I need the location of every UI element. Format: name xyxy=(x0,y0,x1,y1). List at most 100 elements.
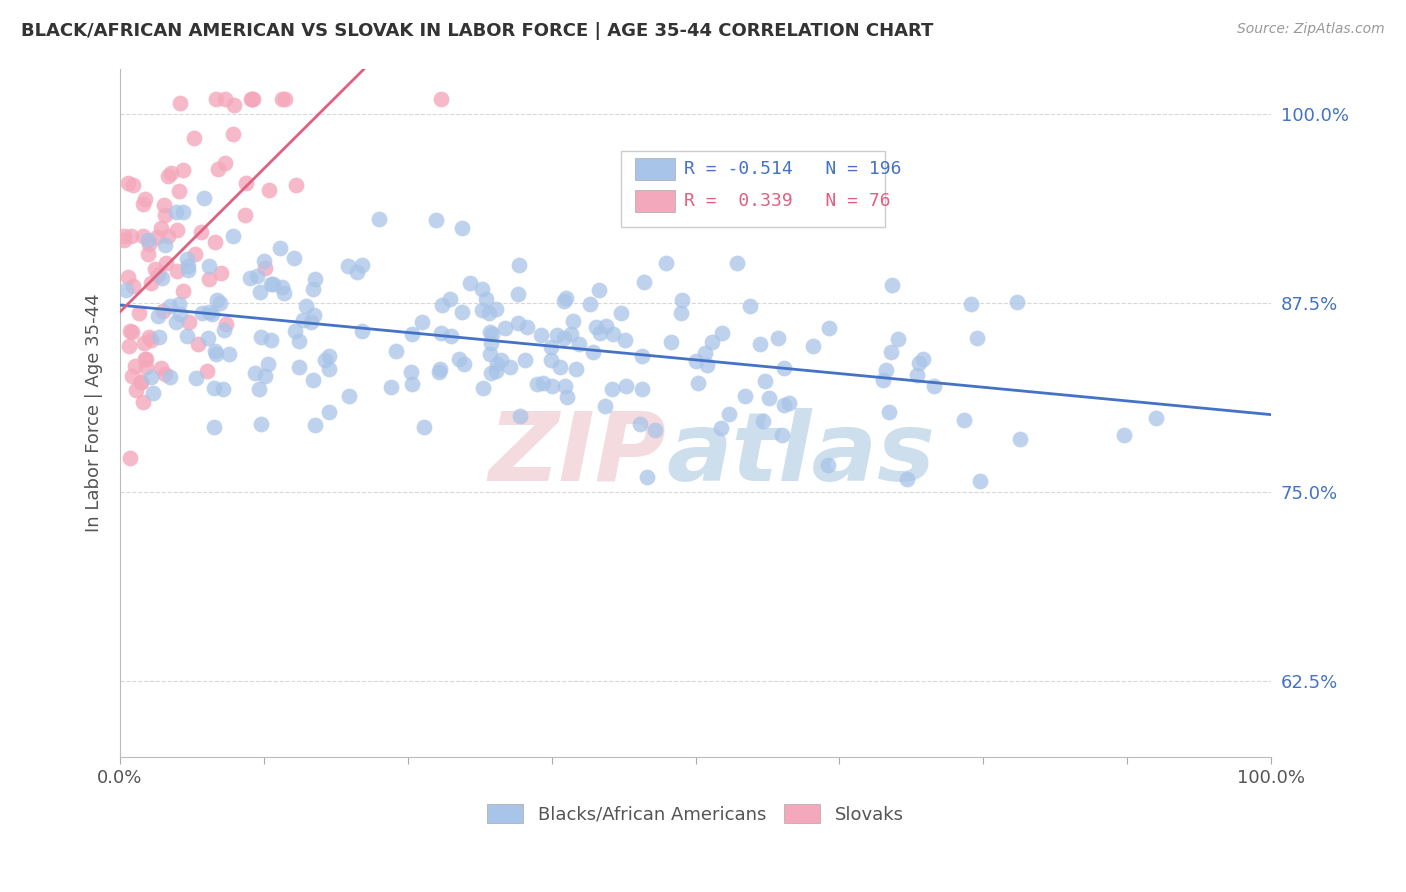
Point xyxy=(911,352,934,367)
Point xyxy=(295,299,318,313)
Point xyxy=(257,183,280,197)
Point xyxy=(411,315,433,329)
Point xyxy=(412,419,434,434)
Point xyxy=(875,363,897,377)
Point xyxy=(399,365,422,379)
Point xyxy=(384,343,406,358)
Point xyxy=(578,297,600,311)
Point xyxy=(271,279,294,293)
Point xyxy=(253,254,276,268)
Point xyxy=(458,277,481,291)
Point xyxy=(430,326,453,340)
Point xyxy=(380,380,402,394)
Point xyxy=(197,259,219,273)
Point xyxy=(121,325,143,339)
Point xyxy=(117,270,139,285)
Point xyxy=(966,331,988,345)
Point xyxy=(288,360,311,375)
Point xyxy=(215,318,238,332)
Point xyxy=(177,262,200,277)
Point xyxy=(235,176,257,190)
Point xyxy=(540,352,562,367)
Point xyxy=(260,277,283,291)
Point xyxy=(486,357,509,371)
Point xyxy=(595,319,617,334)
Text: atlas: atlas xyxy=(666,408,936,500)
Point xyxy=(166,223,188,237)
Point xyxy=(631,383,654,397)
Point xyxy=(195,364,218,378)
Point xyxy=(554,378,576,392)
Point xyxy=(485,364,508,378)
Point xyxy=(204,92,226,106)
Point xyxy=(211,382,233,396)
Point xyxy=(773,360,796,375)
Point xyxy=(240,92,263,106)
Point xyxy=(553,331,575,345)
Point xyxy=(115,284,138,298)
Point xyxy=(548,360,571,375)
Point xyxy=(440,329,463,343)
Point xyxy=(291,313,314,327)
Y-axis label: In Labor Force | Age 35-44: In Labor Force | Age 35-44 xyxy=(86,293,103,532)
Point xyxy=(588,283,610,297)
Point xyxy=(204,235,226,249)
Point xyxy=(156,169,179,183)
Point xyxy=(610,306,633,320)
Point xyxy=(193,191,215,205)
Point xyxy=(214,156,236,170)
Point xyxy=(509,409,531,423)
Point xyxy=(205,293,228,307)
FancyBboxPatch shape xyxy=(634,190,675,211)
Point xyxy=(204,343,226,358)
Point xyxy=(872,373,894,387)
Point xyxy=(710,421,733,435)
Point xyxy=(478,347,501,361)
Point xyxy=(159,166,181,180)
Point xyxy=(508,258,530,272)
Point xyxy=(314,353,336,368)
Point xyxy=(346,265,368,279)
Point xyxy=(430,298,453,312)
Point xyxy=(242,92,264,106)
Point xyxy=(337,389,360,403)
Point xyxy=(233,208,256,222)
Point xyxy=(145,230,167,244)
Point xyxy=(260,333,283,347)
Point xyxy=(526,376,548,391)
Point xyxy=(1008,432,1031,446)
Point xyxy=(562,314,585,328)
Point xyxy=(120,450,142,465)
Point xyxy=(818,321,841,335)
Point xyxy=(489,352,512,367)
Point xyxy=(269,241,291,255)
Point xyxy=(506,316,529,330)
Point xyxy=(429,362,451,376)
Point xyxy=(142,386,165,401)
Point xyxy=(887,332,910,346)
Point xyxy=(481,327,503,342)
Point xyxy=(555,291,578,305)
Point xyxy=(183,130,205,145)
Point xyxy=(614,379,637,393)
Point xyxy=(953,413,976,427)
Point xyxy=(425,213,447,227)
Point xyxy=(214,92,236,106)
Point xyxy=(243,366,266,380)
Point xyxy=(153,368,176,382)
Point xyxy=(751,414,773,428)
Point xyxy=(530,328,553,343)
Point xyxy=(208,296,231,310)
Point xyxy=(246,269,269,284)
Point xyxy=(135,360,157,375)
Point xyxy=(128,306,150,320)
Point xyxy=(197,330,219,344)
Point xyxy=(167,184,190,198)
Point xyxy=(283,251,305,265)
Point xyxy=(700,335,723,350)
Point xyxy=(253,260,276,275)
Point xyxy=(485,302,508,317)
Point xyxy=(907,368,929,383)
Point xyxy=(120,229,142,244)
Point xyxy=(693,346,716,360)
